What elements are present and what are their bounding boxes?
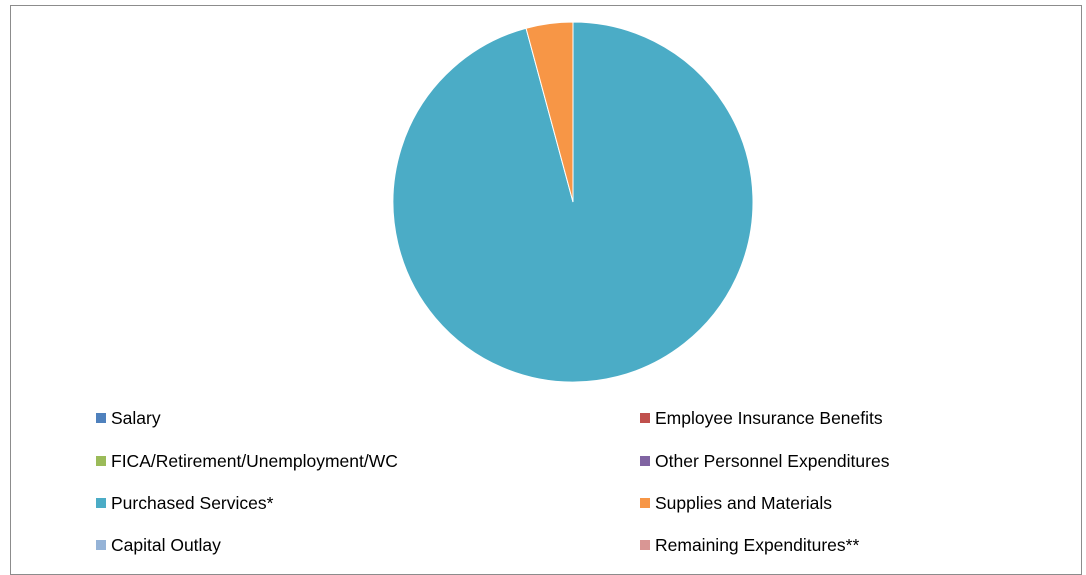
legend-item-other-personnel: Other Personnel Expenditures [640,451,889,471]
legend-item-salary: Salary [96,408,161,428]
legend-swatch-fica-retirement [96,456,106,466]
legend-swatch-capital-outlay [96,540,106,550]
legend-label-other-personnel: Other Personnel Expenditures [655,450,890,471]
legend-item-supplies-materials: Supplies and Materials [640,493,832,513]
legend-swatch-remaining-expenditures [640,540,650,550]
legend-label-purchased-services: Purchased Services* [111,492,274,513]
legend-label-salary: Salary [111,407,161,428]
legend-swatch-other-personnel [640,456,650,466]
legend-item-remaining-expenditures: Remaining Expenditures** [640,535,859,555]
legend-label-employee-insurance-benefits: Employee Insurance Benefits [655,407,883,428]
legend-swatch-employee-insurance-benefits [640,413,650,423]
legend-swatch-salary [96,413,106,423]
legend-swatch-supplies-materials [640,498,650,508]
legend-label-supplies-materials: Supplies and Materials [655,492,833,513]
pie-slice-supplies-and-materials [525,21,574,203]
legend-item-fica-retirement: FICA/Retirement/Unemployment/WC [96,451,398,471]
legend-label-fica-retirement: FICA/Retirement/Unemployment/WC [111,450,398,471]
pie-chart [392,21,754,383]
legend-label-remaining-expenditures: Remaining Expenditures** [655,534,860,555]
legend-item-capital-outlay: Capital Outlay [96,535,221,555]
legend-item-employee-insurance-benefits: Employee Insurance Benefits [640,408,883,428]
pie-slices [392,21,754,383]
legend-label-capital-outlay: Capital Outlay [111,534,221,555]
legend-swatch-purchased-services [96,498,106,508]
legend-item-purchased-services: Purchased Services* [96,493,273,513]
